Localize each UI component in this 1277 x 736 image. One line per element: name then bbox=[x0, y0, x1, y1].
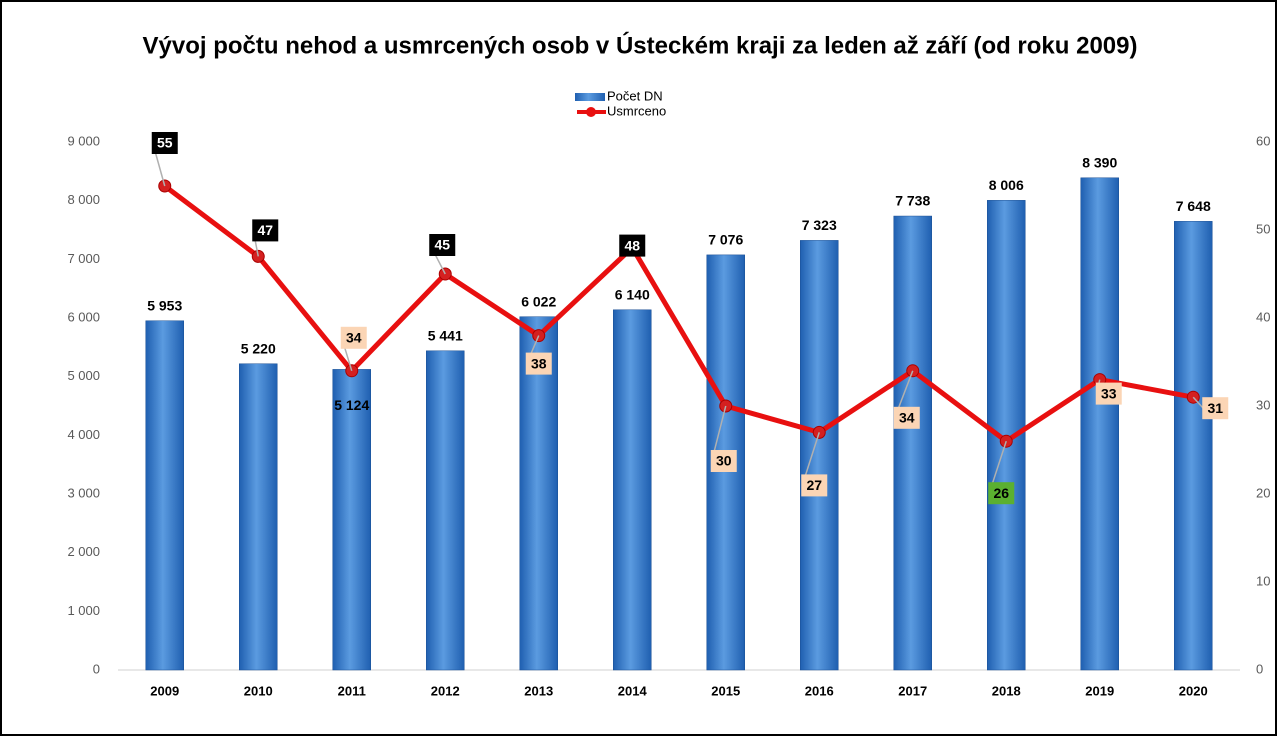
bar-value-label: 5 220 bbox=[241, 340, 276, 356]
line bbox=[163, 184, 1194, 444]
bar-value-label: 5 441 bbox=[428, 327, 463, 343]
legend-label: Usmrceno bbox=[607, 103, 666, 118]
point-label: 30 bbox=[716, 453, 732, 469]
x-tick-label: 2009 bbox=[150, 683, 179, 698]
y-tick-label: 8 000 bbox=[67, 192, 100, 207]
x-tick-label: 2018 bbox=[992, 683, 1021, 698]
bar bbox=[1080, 177, 1119, 671]
bar bbox=[519, 316, 558, 671]
point-label: 47 bbox=[257, 222, 273, 238]
bar-value-label: 6 022 bbox=[521, 293, 556, 309]
point-label-box bbox=[525, 352, 552, 375]
point-label: 45 bbox=[434, 237, 450, 253]
x-tick-label: 2017 bbox=[898, 683, 927, 698]
point-label-box bbox=[1095, 382, 1122, 405]
bar-value-label: 5 953 bbox=[147, 297, 182, 313]
bar-value-label: 5 124 bbox=[334, 397, 369, 413]
point-label-box bbox=[710, 450, 737, 472]
point-label: 34 bbox=[899, 410, 915, 426]
bar bbox=[613, 309, 652, 671]
x-tick-label: 2011 bbox=[338, 683, 366, 698]
point-label: 48 bbox=[624, 237, 640, 253]
point-label-box bbox=[619, 234, 646, 257]
point-label-box bbox=[801, 474, 828, 497]
bar-value-label: 7 323 bbox=[802, 217, 837, 233]
y-tick-label: 7 000 bbox=[67, 251, 100, 266]
y-tick-label: 6 000 bbox=[67, 309, 100, 324]
y-tick-label: 4 000 bbox=[67, 427, 100, 442]
point-label-box bbox=[252, 219, 279, 242]
bar bbox=[426, 350, 465, 671]
leader-line bbox=[1192, 396, 1204, 409]
legend-marker bbox=[586, 107, 596, 117]
point-label: 27 bbox=[806, 477, 822, 493]
point-label-box bbox=[893, 406, 920, 429]
y2-tick-label: 50 bbox=[1256, 221, 1270, 236]
legend-swatch bbox=[575, 93, 605, 101]
bar bbox=[145, 320, 184, 671]
x-tick-label: 2013 bbox=[524, 683, 553, 698]
bar bbox=[893, 215, 932, 671]
point-label-box bbox=[988, 482, 1015, 505]
x-tick-label: 2020 bbox=[1179, 683, 1208, 698]
y-tick-label: 1 000 bbox=[67, 603, 100, 618]
point-label-box bbox=[1202, 397, 1229, 420]
x-tick-label: 2019 bbox=[1085, 683, 1114, 698]
bar bbox=[332, 369, 371, 671]
x-tick-label: 2016 bbox=[805, 683, 834, 698]
x-tick-label: 2014 bbox=[618, 683, 648, 698]
chart-title: Vývoj počtu nehod a usmrcených osob v Ús… bbox=[143, 31, 1138, 59]
bar bbox=[1174, 221, 1213, 671]
point-label: 55 bbox=[157, 135, 173, 151]
point-label-box bbox=[151, 132, 178, 154]
y-tick-label: 9 000 bbox=[67, 133, 100, 148]
bar-value-label: 7 076 bbox=[708, 232, 743, 248]
bar-value-label: 6 140 bbox=[615, 286, 650, 302]
bar-value-label: 7 738 bbox=[895, 193, 930, 209]
legend-label: Počet DN bbox=[607, 88, 663, 103]
point-label: 31 bbox=[1207, 400, 1223, 416]
x-tick-label: 2012 bbox=[431, 683, 460, 698]
point-label: 34 bbox=[346, 330, 362, 346]
point-label: 33 bbox=[1101, 385, 1117, 401]
point-label-box bbox=[429, 234, 456, 256]
y2-tick-label: 10 bbox=[1256, 573, 1270, 588]
x-tick-label: 2015 bbox=[711, 683, 740, 698]
y2-tick-label: 0 bbox=[1256, 661, 1263, 676]
bar bbox=[800, 240, 839, 671]
point-label-box bbox=[340, 326, 367, 349]
bar-value-label: 7 648 bbox=[1176, 198, 1211, 214]
y-tick-label: 0 bbox=[93, 661, 100, 676]
y2-tick-label: 20 bbox=[1256, 485, 1270, 500]
y2-tick-label: 40 bbox=[1256, 309, 1270, 324]
point-label: 38 bbox=[531, 355, 547, 371]
y2-tick-label: 60 bbox=[1256, 133, 1270, 148]
x-tick-label: 2010 bbox=[244, 683, 273, 698]
y-tick-label: 5 000 bbox=[67, 368, 100, 383]
y-tick-label: 3 000 bbox=[67, 485, 100, 500]
bar-value-label: 8 006 bbox=[989, 177, 1024, 193]
bar-value-label: 8 390 bbox=[1082, 154, 1117, 170]
y2-tick-label: 30 bbox=[1256, 397, 1270, 412]
y-tick-label: 2 000 bbox=[67, 544, 100, 559]
point-label: 26 bbox=[993, 485, 1009, 501]
bar bbox=[239, 363, 278, 671]
